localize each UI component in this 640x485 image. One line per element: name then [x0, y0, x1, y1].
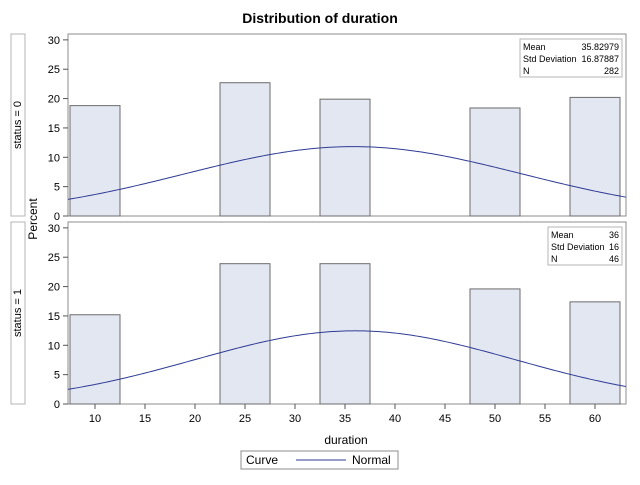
y-tick-label: 20 [48, 94, 60, 106]
y-tick-label: 30 [48, 223, 60, 235]
stats-name: N [551, 254, 558, 264]
x-tick-label: 25 [239, 413, 251, 425]
y-tick-label: 0 [54, 211, 60, 223]
stats-name: Mean [551, 230, 574, 240]
chart-title: Distribution of duration [242, 10, 398, 26]
y-axis-label: Percent [26, 198, 40, 240]
histogram-bar [219, 82, 271, 217]
histogram-bar [69, 105, 121, 217]
x-axis-label: duration [324, 433, 367, 447]
x-tick-label: 45 [439, 413, 451, 425]
y-tick-label: 0 [54, 399, 60, 411]
stats-value: 16 [609, 242, 619, 252]
panel-strip [10, 33, 26, 217]
histogram-bar [69, 314, 121, 405]
histogram-bar [219, 263, 271, 405]
x-tick-label: 55 [539, 413, 551, 425]
histogram-bar [569, 96, 621, 217]
y-tick-label: 5 [54, 370, 60, 382]
x-tick-label: 15 [139, 413, 151, 425]
x-tick-label: 30 [289, 413, 301, 425]
legend-label: Normal [352, 453, 391, 467]
stats-value: 36 [609, 230, 619, 240]
stats-box [547, 226, 623, 266]
stats-value: 46 [609, 254, 619, 264]
histogram-bar [319, 263, 371, 405]
normal-curve [67, 146, 627, 200]
x-tick-label: 35 [339, 413, 351, 425]
x-tick-label: 10 [89, 413, 101, 425]
stats-name: Mean [523, 42, 546, 52]
stats-name: N [523, 66, 530, 76]
y-tick-label: 5 [54, 182, 60, 194]
x-tick-label: 50 [489, 413, 501, 425]
panel-label: status = 1 [12, 289, 24, 337]
legend-title: Curve [246, 453, 278, 467]
stats-name: Std Deviation [551, 242, 605, 252]
y-tick-label: 15 [48, 311, 60, 323]
panel-label: status = 0 [12, 101, 24, 149]
stats-box [519, 38, 623, 78]
y-tick-label: 10 [48, 152, 60, 164]
x-tick-label: 60 [589, 413, 601, 425]
panel-strip [10, 221, 26, 405]
histogram-bar [469, 288, 521, 405]
histogram-bar [319, 98, 371, 217]
x-tick-label: 20 [189, 413, 201, 425]
stats-value: 16.87887 [581, 54, 619, 64]
y-tick-label: 25 [48, 252, 60, 264]
stats-name: Std Deviation [523, 54, 577, 64]
y-tick-label: 30 [48, 35, 60, 47]
y-tick-label: 25 [48, 64, 60, 76]
y-tick-label: 10 [48, 340, 60, 352]
x-tick-label: 40 [389, 413, 401, 425]
y-tick-label: 15 [48, 123, 60, 135]
stats-value: 35.82979 [581, 42, 619, 52]
histogram-bar [469, 107, 521, 217]
histogram-bar [569, 301, 621, 405]
stats-value: 282 [604, 66, 619, 76]
normal-curve [67, 330, 627, 390]
y-tick-label: 20 [48, 282, 60, 294]
